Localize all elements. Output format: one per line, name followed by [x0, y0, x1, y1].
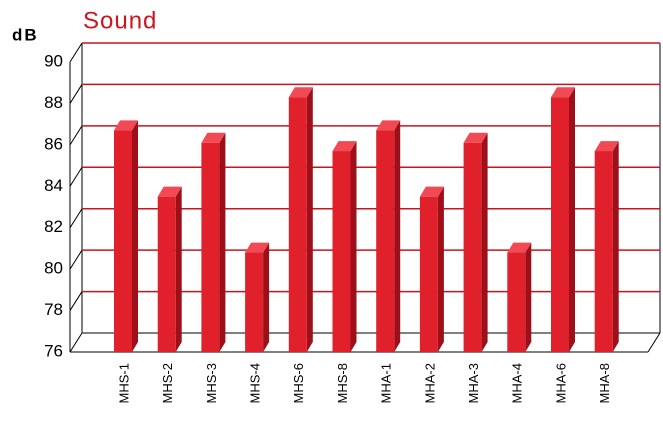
x-tick-label: MHA-6	[553, 363, 568, 403]
bar	[376, 130, 395, 352]
chart-title: Sound	[83, 7, 157, 34]
y-tick-label: 90	[44, 51, 63, 70]
x-tick-label: MHS-2	[160, 363, 175, 403]
bar-side	[394, 120, 401, 352]
y-axis-label: dB	[12, 25, 39, 44]
bar-top	[507, 242, 532, 253]
bar	[551, 97, 569, 352]
x-tick-label: MHA-1	[379, 363, 394, 403]
bar-side	[306, 87, 313, 352]
y-tick-label: 84	[44, 176, 63, 195]
y-tick-label: 88	[44, 93, 63, 112]
bar	[157, 196, 176, 352]
bar-side	[263, 242, 270, 352]
x-tick-label: MHA-3	[466, 363, 481, 403]
y-tick-label: 80	[44, 259, 63, 278]
bar	[419, 196, 438, 352]
x-tick-label: MHS-4	[248, 363, 263, 403]
x-tick-label: MHA-4	[510, 363, 525, 403]
y-tick-label: 76	[44, 341, 63, 360]
bar	[288, 97, 307, 352]
tick-diagonal	[69, 167, 83, 187]
tick-diagonal	[69, 84, 83, 104]
tick-diagonal	[69, 249, 83, 270]
tick-diagonal	[69, 125, 83, 146]
bar	[245, 252, 264, 352]
x-tick-label: MHS-8	[335, 363, 350, 403]
bar-top	[114, 120, 138, 131]
bar	[332, 151, 351, 352]
bar-top	[419, 186, 444, 197]
bar	[114, 130, 132, 352]
bar-top	[157, 186, 182, 197]
bar-top	[463, 132, 488, 143]
bar-side	[437, 186, 444, 352]
bar-top	[288, 87, 313, 98]
tick-diagonal	[69, 332, 83, 353]
x-tick-label: MHS-3	[204, 363, 219, 403]
bar-top	[245, 242, 270, 253]
bar	[463, 142, 482, 352]
x-tick-label: MHS-1	[116, 363, 131, 403]
bar	[507, 252, 526, 352]
bar-side	[219, 132, 226, 352]
bar-side	[525, 242, 532, 352]
bar-side	[350, 141, 357, 352]
y-tick-label: 78	[44, 300, 63, 319]
bar-top	[551, 87, 575, 98]
tick-diagonal	[69, 208, 83, 228]
bar	[594, 151, 613, 352]
bar-top	[594, 141, 619, 152]
x-tick-label: MHA-2	[422, 363, 437, 403]
y-tick-label: 86	[44, 134, 63, 153]
bar-top	[201, 132, 226, 143]
tick-diagonal	[69, 291, 83, 311]
bar-top	[332, 141, 357, 152]
bar-side	[481, 132, 488, 352]
x-tick-label: MHS-6	[291, 363, 306, 403]
bar-side	[569, 87, 575, 352]
y-tick-label: 82	[44, 217, 63, 236]
bar-top	[376, 120, 401, 131]
bar-side	[132, 120, 138, 352]
bar-side	[612, 141, 619, 352]
bar	[201, 142, 220, 352]
bar-side	[175, 186, 182, 352]
x-tick-label: MHA-8	[597, 363, 612, 403]
floor-right	[647, 332, 661, 353]
tick-diagonal	[69, 42, 83, 63]
